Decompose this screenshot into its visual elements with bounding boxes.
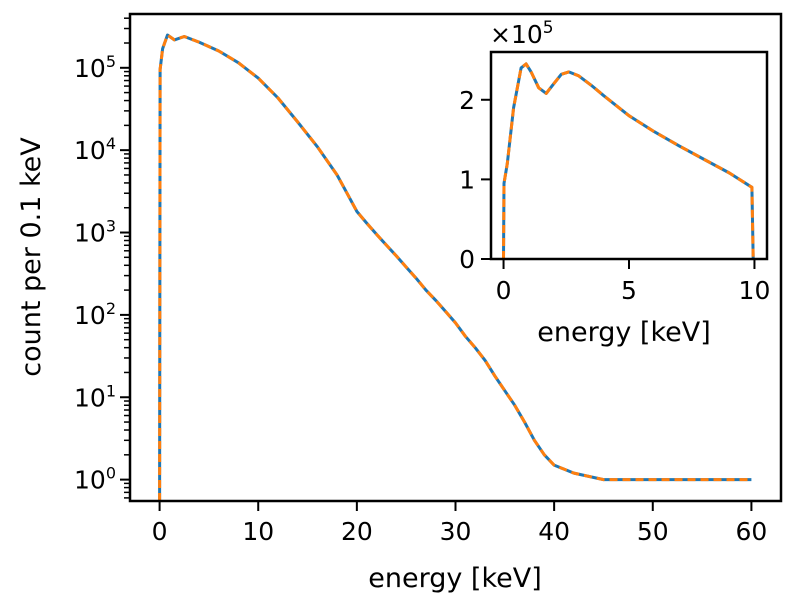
main-x-tick-label: 60 — [736, 517, 768, 546]
main-y-tick-label: 100 — [74, 464, 116, 495]
inset-x-tick-label: 0 — [496, 276, 512, 305]
main-y-tick-label: 101 — [74, 381, 116, 412]
main-x-tick-label: 10 — [242, 517, 274, 546]
main-y-axis-label: count per 0.1 keV — [16, 137, 47, 377]
main-plot-frame — [128, 12, 783, 503]
inset-x-tick-label: 5 — [621, 276, 637, 305]
inset-series-group — [502, 62, 755, 260]
inset-offset-label: ×105 — [490, 18, 554, 49]
main-x-tick-label: 40 — [538, 517, 570, 546]
main-x-tick-label: 20 — [341, 517, 373, 546]
inset-ticks-group: 0 5 10 0 1 2 — [459, 86, 770, 305]
main-y-tick-label: 103 — [74, 217, 116, 248]
inset-plot: 0 5 10 0 1 2 energy [keV] ×105 — [459, 18, 770, 348]
inset-x-tick-label: 10 — [739, 276, 771, 305]
main-x-tick-label: 0 — [152, 517, 168, 546]
main-y-tick-label: 104 — [74, 134, 116, 165]
main-x-axis-label: energy [keV] — [368, 563, 541, 594]
main-x-tick-label: 30 — [440, 517, 472, 546]
inset-y-tick-label: 0 — [459, 245, 475, 274]
inset-y-tick-label: 2 — [459, 86, 475, 115]
inset-x-axis-label: energy [keV] — [537, 317, 710, 348]
main-y-tick-label: 102 — [74, 299, 116, 330]
main-series-group — [158, 33, 752, 502]
main-y-tick-label: 105 — [74, 52, 116, 83]
main-x-tick-label: 50 — [637, 517, 669, 546]
inset-plot-frame — [489, 50, 769, 261]
main-series-line-2 — [158, 33, 752, 502]
inset-series-line-2 — [502, 62, 755, 260]
inset-y-tick-label: 1 — [459, 165, 475, 194]
inset-background — [491, 52, 767, 259]
